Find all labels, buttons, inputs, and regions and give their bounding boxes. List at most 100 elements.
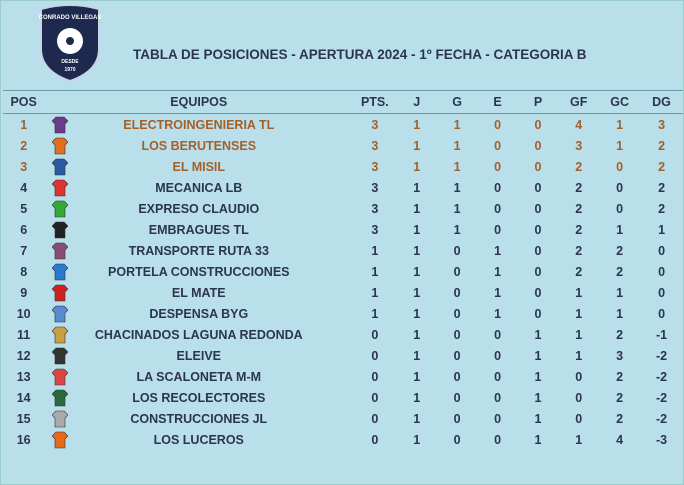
stat-cell: 1 xyxy=(477,240,517,261)
stat-cell: 8 xyxy=(3,261,44,282)
stat-cell: 1 xyxy=(558,324,599,345)
stat-cell: 13 xyxy=(3,366,44,387)
stat-cell: 0 xyxy=(518,177,558,198)
cell-value: -1 xyxy=(655,327,668,342)
team-row: 3 EL MISIL 3 1 1 0 0 2 0 2 xyxy=(3,156,683,177)
cell-value: 3 xyxy=(371,201,379,216)
team-row: 13 LA SCALONETA M-M 0 1 0 0 1 0 2 -2 xyxy=(3,366,683,387)
team-name-text: LOS BERUTENSES xyxy=(141,138,257,153)
cell-value: 1 xyxy=(575,306,583,321)
stat-cell: 2 xyxy=(558,177,599,198)
logo-year: 1970 xyxy=(64,67,75,73)
stat-cell: 0 xyxy=(518,114,558,136)
stat-cell: 0 xyxy=(518,156,558,177)
stat-cell: 1 xyxy=(353,282,396,303)
cell-value: 2 xyxy=(658,159,666,174)
stat-cell: 1 xyxy=(397,282,437,303)
cell-value: 0 xyxy=(453,348,461,363)
cell-value: 1 xyxy=(453,222,461,237)
cell-value: 2 xyxy=(658,138,666,153)
cell-value: 3 xyxy=(20,159,28,174)
team-name: PORTELA CONSTRUCCIONES xyxy=(44,261,353,282)
stat-cell: 2 xyxy=(558,261,599,282)
cell-value: 1 xyxy=(453,117,461,132)
stat-cell: 9 xyxy=(3,282,44,303)
cell-value: 2 xyxy=(575,222,583,237)
stat-cell: 0 xyxy=(640,261,683,282)
stat-cell: 1 xyxy=(477,261,517,282)
cell-value: 0 xyxy=(534,264,542,279)
logo-since: DESDE xyxy=(61,59,79,65)
team-shirt xyxy=(52,200,69,218)
stat-cell: 2 xyxy=(640,198,683,219)
cell-value: 1 xyxy=(534,348,542,363)
stat-cell: 3 xyxy=(353,219,396,240)
cell-value: 2 xyxy=(575,180,583,195)
cell-value: 0 xyxy=(658,243,666,258)
stat-cell: 1 xyxy=(397,366,437,387)
cell-value: 1 xyxy=(453,138,461,153)
column-header: DG xyxy=(640,90,683,114)
cell-value: 0 xyxy=(371,411,379,426)
stat-cell: 0 xyxy=(353,387,396,408)
cell-value: 0 xyxy=(453,369,461,384)
team-shirt xyxy=(52,431,69,449)
cell-value: 15 xyxy=(16,411,31,426)
stat-cell: 15 xyxy=(3,408,44,429)
stat-cell: 1 xyxy=(599,135,640,156)
stat-cell: 2 xyxy=(558,198,599,219)
team-shirt xyxy=(52,242,69,260)
stat-cell: 2 xyxy=(599,387,640,408)
cell-value: 8 xyxy=(20,264,28,279)
cell-value: 6 xyxy=(20,222,28,237)
cell-value: 1 xyxy=(20,117,28,132)
cell-value: 2 xyxy=(575,159,583,174)
team-row: 11 CHACINADOS LAGUNA REDONDA 0 1 0 0 1 1 2 -1 xyxy=(3,324,683,345)
team-name-text: DESPENSA BYG xyxy=(149,306,249,321)
cell-value: 0 xyxy=(494,327,502,342)
cell-value: 0 xyxy=(371,348,379,363)
team-shirt xyxy=(52,137,69,155)
stat-cell: 4 xyxy=(3,177,44,198)
cell-value: 2 xyxy=(616,243,624,258)
cell-value: 0 xyxy=(494,201,502,216)
stat-cell: 3 xyxy=(3,156,44,177)
stat-cell: 1 xyxy=(397,198,437,219)
cell-value: 1 xyxy=(658,222,666,237)
cell-value: 1 xyxy=(616,306,624,321)
stat-cell: 3 xyxy=(353,156,396,177)
cell-value: 14 xyxy=(16,390,31,405)
cell-value: 0 xyxy=(534,180,542,195)
team-shirt xyxy=(52,326,69,344)
stat-cell: 0 xyxy=(477,366,517,387)
stat-cell: 1 xyxy=(518,408,558,429)
stat-cell: 1 xyxy=(397,261,437,282)
stat-cell: 2 xyxy=(3,135,44,156)
cell-value: 2 xyxy=(658,180,666,195)
cell-value: 0 xyxy=(453,243,461,258)
stat-cell: 2 xyxy=(558,156,599,177)
team-shirt xyxy=(52,284,69,302)
cell-value: 0 xyxy=(575,390,583,405)
cell-value: 2 xyxy=(575,243,583,258)
stat-cell: 1 xyxy=(477,303,517,324)
stat-cell: 6 xyxy=(3,219,44,240)
cell-value: 1 xyxy=(413,348,421,363)
stat-cell: 4 xyxy=(558,114,599,136)
stat-cell: 1 xyxy=(397,324,437,345)
team-name-text: EL MATE xyxy=(171,285,226,300)
cell-value: 1 xyxy=(494,264,502,279)
cell-value: 1 xyxy=(371,306,379,321)
stat-cell: 2 xyxy=(599,240,640,261)
stat-cell: 1 xyxy=(397,219,437,240)
cell-value: 0 xyxy=(453,306,461,321)
cell-value: 4 xyxy=(616,432,624,447)
column-header: J xyxy=(396,90,437,114)
club-logo: CONRADO VILLEGAS DESDE 1970 xyxy=(39,4,101,83)
cell-value: 1 xyxy=(575,348,583,363)
cell-value: 0 xyxy=(534,243,542,258)
column-header: E xyxy=(477,90,518,114)
cell-value: 3 xyxy=(371,222,379,237)
team-name: EL MISIL xyxy=(44,156,353,177)
team-row: 14 LOS RECOLECTORES 0 1 0 0 1 0 2 -2 xyxy=(3,387,683,408)
